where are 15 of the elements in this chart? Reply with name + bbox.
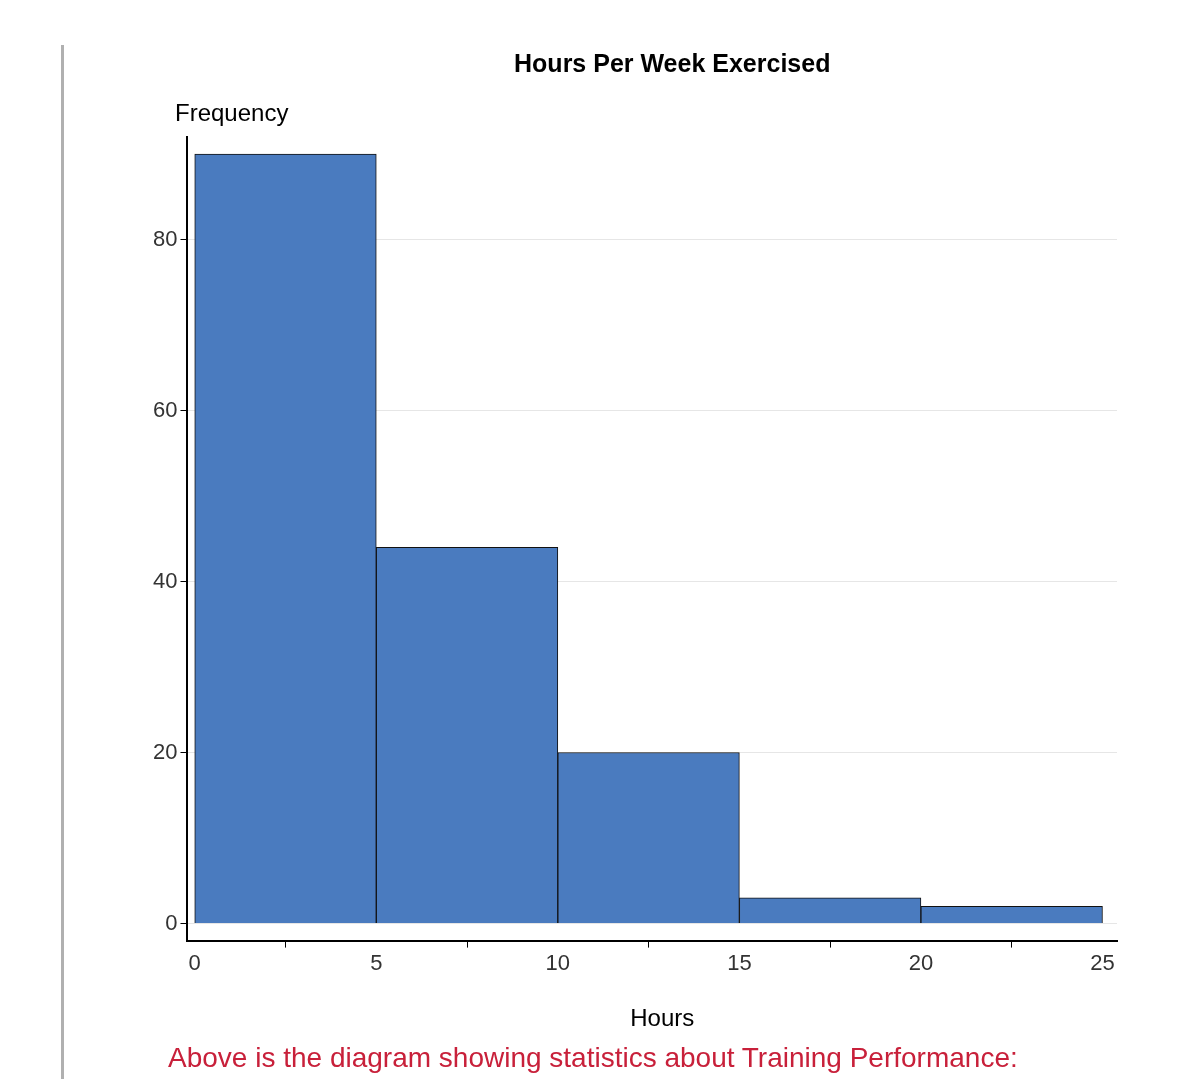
x-tick-label: 15 <box>727 949 752 975</box>
y-tick-label: 80 <box>152 225 178 251</box>
x-tick-label: 10 <box>545 949 571 975</box>
chart-title: Hours Per Week Exercised <box>514 49 831 77</box>
y-tick-label: 60 <box>152 396 178 422</box>
y-tick-label: 0 <box>165 909 178 935</box>
x-axis-title: Hours <box>630 1004 695 1031</box>
x-tick-label: 0 <box>188 949 201 975</box>
x-tick-label: 5 <box>370 949 383 975</box>
text: Above is the diagram showing statistics about Training Performance: <box>168 1042 1018 1074</box>
x-tick-label: 25 <box>1090 949 1115 975</box>
y-tick-label: 20 <box>152 738 178 764</box>
x-tick-label: 20 <box>908 949 934 975</box>
y-axis-title: Frequency <box>175 99 289 126</box>
y-tick-label: 40 <box>152 567 178 593</box>
